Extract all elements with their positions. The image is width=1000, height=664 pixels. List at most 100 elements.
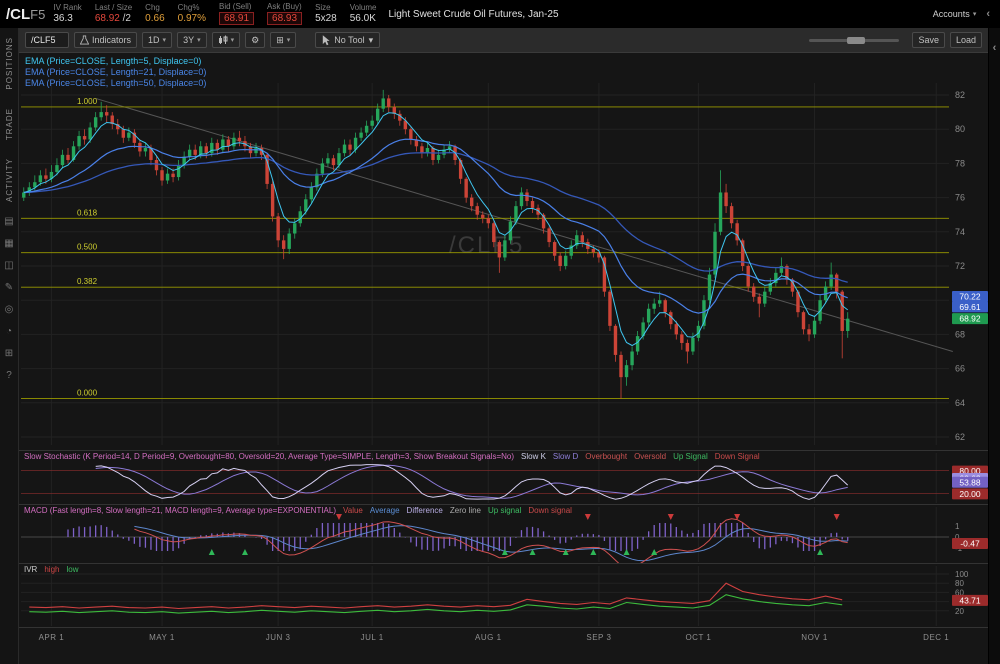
stat-label: Chg — [145, 3, 160, 13]
stochastic-legend[interactable]: Slow Stochastic (K Period=14, D Period=9… — [24, 452, 767, 461]
svg-text:43.71: 43.71 — [959, 595, 981, 605]
svg-text:0.618: 0.618 — [77, 208, 98, 217]
legend-item: Average — [369, 506, 400, 515]
chevron-down-icon: ▾ — [286, 37, 291, 44]
svg-text:100: 100 — [955, 570, 969, 579]
layout-grid-dropdown[interactable]: ⊞ ▾ — [270, 32, 297, 48]
aggregation-dropdown[interactable]: 1D ▾ — [142, 32, 173, 48]
up-signal-arrow — [241, 549, 248, 555]
svg-text:69.61: 69.61 — [959, 302, 981, 312]
axis-badge — [952, 313, 988, 325]
study-params: MACD (Fast length=8, Slow length=21, MAC… — [24, 506, 337, 515]
header-stat-ask-buy-[interactable]: Ask (Buy) 68.93 — [267, 2, 303, 25]
save-button[interactable]: Save — [912, 32, 945, 48]
range-dropdown[interactable]: 3Y ▾ — [177, 32, 207, 48]
legend-item: Value — [343, 506, 363, 515]
up-signal-arrow — [590, 549, 597, 555]
symbol-root: /CL — [6, 5, 31, 23]
ivr-legend[interactable]: IVR high low — [24, 565, 85, 574]
sidebar-tab-activity[interactable]: ACTIVITY — [4, 157, 14, 202]
calendar-icon[interactable]: ▦ — [4, 237, 14, 249]
legend-item: IVR — [24, 565, 38, 574]
slider-handle[interactable] — [847, 36, 866, 44]
svg-text:62: 62 — [955, 432, 965, 442]
stat-value: 5x28 — [315, 12, 337, 24]
chevron-down-icon: ▾ — [230, 37, 235, 44]
svg-text:1: 1 — [955, 522, 960, 531]
down-signal-arrow — [667, 514, 674, 520]
stat-value[interactable]: 68.91 — [219, 11, 255, 25]
header-stats: IV Rank 36.3 Last / Size 68.92 /2 Chg 0.66 Chg… — [53, 2, 376, 25]
stat-value: 56.0K — [349, 12, 376, 24]
svg-text:80.00: 80.00 — [959, 466, 981, 476]
macd-chart[interactable]: 10-1-0.47 — [19, 505, 988, 563]
axis-badge — [952, 290, 988, 302]
legend-item: Oversold — [634, 452, 667, 461]
legend-item: Up Signal — [673, 452, 708, 461]
legend-item: Zero line — [449, 506, 481, 515]
svg-text:80: 80 — [955, 579, 964, 588]
app-body: POSITIONS TRADE ACTIVITY ▤ ▦ ◫ ✎ ◎ ◔ ⊞? /CLF5 Ind… — [0, 28, 1000, 664]
help-icon[interactable]: ? — [6, 369, 12, 381]
sidebar-tab-trade[interactable]: TRADE — [4, 107, 14, 140]
trendline[interactable] — [95, 97, 953, 352]
grid-icon: ⊞ — [276, 34, 284, 45]
stat-label: Ask (Buy) — [267, 2, 302, 12]
svg-text:66: 66 — [955, 364, 965, 374]
svg-text:72: 72 — [955, 261, 965, 271]
macd-panel: 10-1-0.47 MACD (Fast length=8, Slow leng… — [19, 504, 988, 563]
up-signal-arrow — [562, 549, 569, 555]
macd-legend[interactable]: MACD (Fast length=8, Slow length=21, MAC… — [24, 506, 579, 515]
target-icon[interactable]: ◎ — [4, 303, 14, 315]
chevron-down-icon: ▾ — [197, 37, 201, 44]
chevron-left-icon[interactable]: ‹ — [986, 8, 990, 20]
monitor-icon[interactable]: ▤ — [4, 215, 14, 227]
stat-label: Size — [315, 3, 331, 13]
svg-text:0.000: 0.000 — [77, 389, 98, 398]
time-tick: OCT 1 — [685, 633, 712, 642]
time-zoom-slider[interactable] — [809, 32, 900, 48]
svg-text:0.500: 0.500 — [77, 243, 98, 252]
up-signal-arrow — [651, 549, 658, 555]
edit-icon[interactable]: ✎ — [4, 281, 14, 293]
stat-value[interactable]: 68.93 — [267, 11, 303, 25]
clock-icon[interactable]: ◔ — [5, 325, 13, 337]
apps-icon[interactable]: ⊞ — [4, 347, 14, 359]
header-stat-bid-sell-[interactable]: Bid (Sell) 68.91 — [219, 2, 255, 25]
header-stat-chg: Chg 0.66 — [145, 3, 164, 24]
range-value: 3Y — [183, 35, 195, 45]
ivr-chart[interactable]: 1008060402043.71 — [19, 564, 988, 627]
legend-item: high — [44, 565, 60, 574]
axis-badge — [952, 476, 988, 488]
settings-gear-icon[interactable]: ⚙ — [245, 32, 266, 48]
chart-type-dropdown[interactable]: ▾ — [211, 32, 241, 48]
chevron-left-icon[interactable]: ‹ — [992, 42, 997, 54]
svg-text:0: 0 — [955, 533, 960, 542]
indicators-button[interactable]: Indicators — [74, 32, 138, 48]
symbol-title: /CLF5 — [6, 6, 45, 23]
chevron-down-icon: ▾ — [368, 34, 374, 45]
bottom-filler — [19, 649, 988, 664]
drawing-tool-dropdown[interactable]: No Tool ▾ — [315, 32, 381, 48]
axis-badge — [952, 538, 988, 549]
slider-track — [809, 36, 900, 44]
symbol-input[interactable]: /CLF5 — [25, 32, 69, 48]
svg-text:0.382: 0.382 — [77, 277, 98, 286]
stat-value: 36.3 — [53, 12, 73, 24]
svg-text:20.00: 20.00 — [959, 489, 981, 499]
notes-icon[interactable]: ◫ — [4, 259, 14, 271]
axis-badge — [952, 594, 988, 606]
load-button[interactable]: Load — [949, 32, 982, 48]
time-tick: JUL 1 — [360, 633, 384, 642]
down-signal-arrow — [734, 514, 741, 520]
stat-value: 0.97% — [177, 12, 206, 24]
svg-text:20: 20 — [955, 607, 964, 616]
down-signal-arrow — [833, 514, 840, 520]
stat-label: Last / Size — [94, 3, 133, 13]
sidebar-tab-positions[interactable]: POSITIONS — [4, 37, 14, 90]
up-signal-arrow — [623, 549, 630, 555]
accounts-menu[interactable]: Accounts ▾ — [933, 9, 977, 19]
price-chart[interactable]: 8280787674727068666462/CLF51.0000.6180.5… — [19, 53, 988, 450]
